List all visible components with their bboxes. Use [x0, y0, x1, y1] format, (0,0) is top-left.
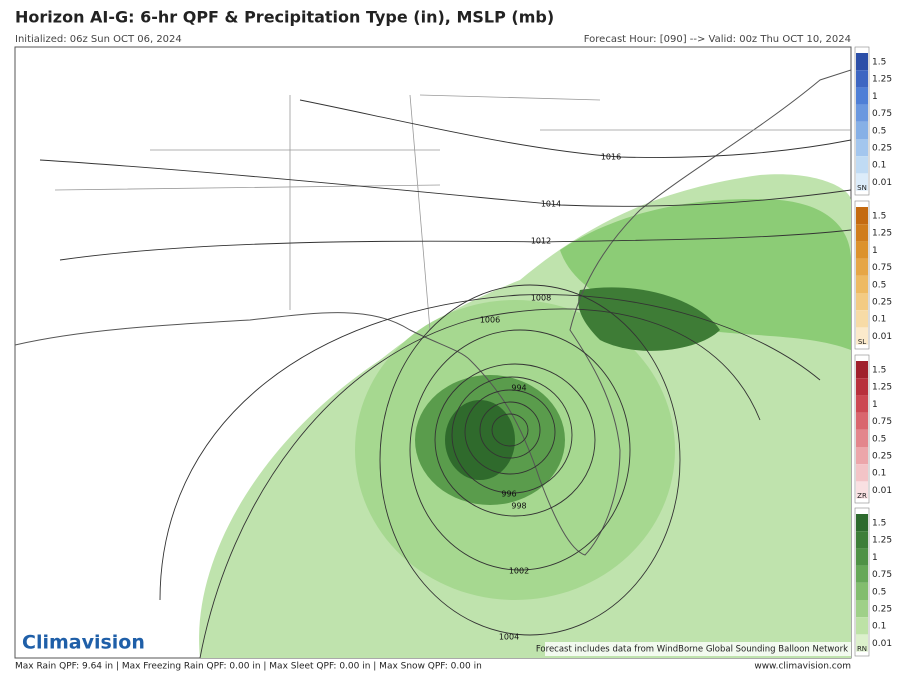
colorbar-cell	[856, 361, 868, 379]
colorbar-cell	[856, 531, 868, 549]
colorbar-cell	[856, 275, 868, 293]
colorbar-tick: 0.5	[872, 434, 886, 444]
colorbar-cell	[856, 104, 868, 122]
colorbar-cell	[856, 481, 868, 499]
colorbar-cell	[856, 258, 868, 276]
colorbar-tick: 1	[872, 553, 878, 563]
colorbar-tick: 0.75	[872, 570, 892, 580]
colorbar-cell	[856, 207, 868, 225]
colorbar-type: ZR	[857, 492, 867, 500]
colorbar-tick: 0.5	[872, 126, 886, 136]
map-note: Forecast includes data from WindBorne Gl…	[536, 645, 848, 655]
colorbar-cell	[856, 429, 868, 447]
isobars	[39, 99, 851, 658]
isobar-label: 994	[511, 384, 526, 393]
isobar-label: 1008	[531, 294, 551, 303]
colorbar-tick: 0.5	[872, 587, 886, 597]
colorbar-cell	[856, 548, 868, 566]
colorbar-cell	[856, 514, 868, 532]
colorbar-cell	[856, 156, 868, 174]
colorbar-tick: 1	[872, 400, 878, 410]
state-borders	[54, 94, 851, 331]
colorbar-cell	[856, 617, 868, 635]
colorbar-cell	[856, 447, 868, 465]
colorbars: 1.5 1.25 1 0.75 0.5 0.25 0.1 0.01 SN 1.5 1.25 1 0.75…	[854, 46, 892, 657]
colorbar-tick: 0.01	[872, 639, 892, 649]
colorbar-cell	[856, 53, 868, 71]
colorbar-tick: 1.5	[872, 212, 886, 222]
logo: Climavision	[22, 632, 145, 654]
isobar-label: 1002	[509, 567, 529, 576]
isobar-label: 1004	[499, 633, 519, 642]
footer-stats: Max Rain QPF: 9.64 in | Max Freezing Rai…	[15, 662, 482, 672]
isobar-label: 996	[501, 490, 516, 499]
colorbar-cell	[856, 310, 868, 328]
colorbar-tick: 0.25	[872, 452, 892, 462]
colorbar-cell	[856, 412, 868, 430]
colorbar-tick: 0.1	[872, 161, 886, 171]
colorbar-cell	[856, 241, 868, 259]
colorbar-tick: 1.25	[872, 75, 892, 85]
website: www.climavision.com	[754, 662, 851, 672]
colorbar-cell	[856, 121, 868, 139]
colorbar-tick: 0.75	[872, 417, 892, 427]
isobar-label: 998	[511, 502, 526, 511]
colorbar-cell	[856, 70, 868, 88]
isobar-label: 1016	[601, 153, 621, 162]
colorbar-cell	[856, 634, 868, 652]
init-time: Initialized: 06z Sun OCT 06, 2024	[15, 34, 182, 45]
colorbar-tick: 0.5	[872, 280, 886, 290]
colorbar-tick: 0.75	[872, 109, 892, 119]
colorbar-tick: 0.25	[872, 298, 892, 308]
colorbar-tick: 0.25	[872, 144, 892, 154]
colorbar-tick: 1.25	[872, 229, 892, 239]
colorbar-cell	[856, 224, 868, 242]
isobar-label: 1012	[531, 237, 551, 246]
coastline	[15, 69, 851, 556]
colorbar-cell	[856, 173, 868, 191]
colorbar-tick: 1.25	[872, 536, 892, 546]
colorbar-tick: 0.1	[872, 315, 886, 325]
colorbar-cell	[856, 378, 868, 396]
colorbar-cell	[856, 327, 868, 345]
colorbar-tick: 0.75	[872, 263, 892, 273]
colorbar-tick: 1.5	[872, 58, 886, 68]
colorbar-tick: 0.01	[872, 332, 892, 342]
isobar-label: 1014	[541, 200, 561, 209]
colorbar-cell	[856, 395, 868, 413]
colorbar-tick: 1.5	[872, 519, 886, 529]
colorbar-tick: 1.5	[872, 366, 886, 376]
colorbar-tick: 0.01	[872, 178, 892, 188]
colorbar-cell	[856, 293, 868, 311]
colorbar-type: RN	[857, 645, 867, 653]
map: 1016 1014 1012 1008 1006 994 996 998 100…	[14, 46, 852, 659]
colorbar-tick: 0.1	[872, 622, 886, 632]
colorbar-tick: 0.25	[872, 605, 892, 615]
colorbar-tick: 0.1	[872, 469, 886, 479]
colorbar-cell	[856, 87, 868, 105]
colorbar-cell	[856, 464, 868, 482]
precip-heavy-ne	[578, 287, 720, 351]
colorbar-tick: 1	[872, 246, 878, 256]
isobar-label: 1006	[480, 316, 500, 325]
valid-time: Forecast Hour: [090] --> Valid: 00z Thu …	[584, 34, 851, 45]
precip-core	[445, 400, 515, 480]
colorbar-tick: 1	[872, 92, 878, 102]
colorbar-cell	[856, 582, 868, 600]
colorbar-type: SN	[857, 184, 867, 192]
colorbar-cell	[856, 600, 868, 618]
colorbar-tick: 0.01	[872, 486, 892, 496]
colorbar-cell	[856, 139, 868, 157]
colorbar-cell	[856, 565, 868, 583]
colorbar-type: SL	[858, 338, 866, 346]
colorbar-tick: 1.25	[872, 383, 892, 393]
title: Horizon AI-G: 6-hr QPF & Precipitation T…	[15, 8, 554, 27]
